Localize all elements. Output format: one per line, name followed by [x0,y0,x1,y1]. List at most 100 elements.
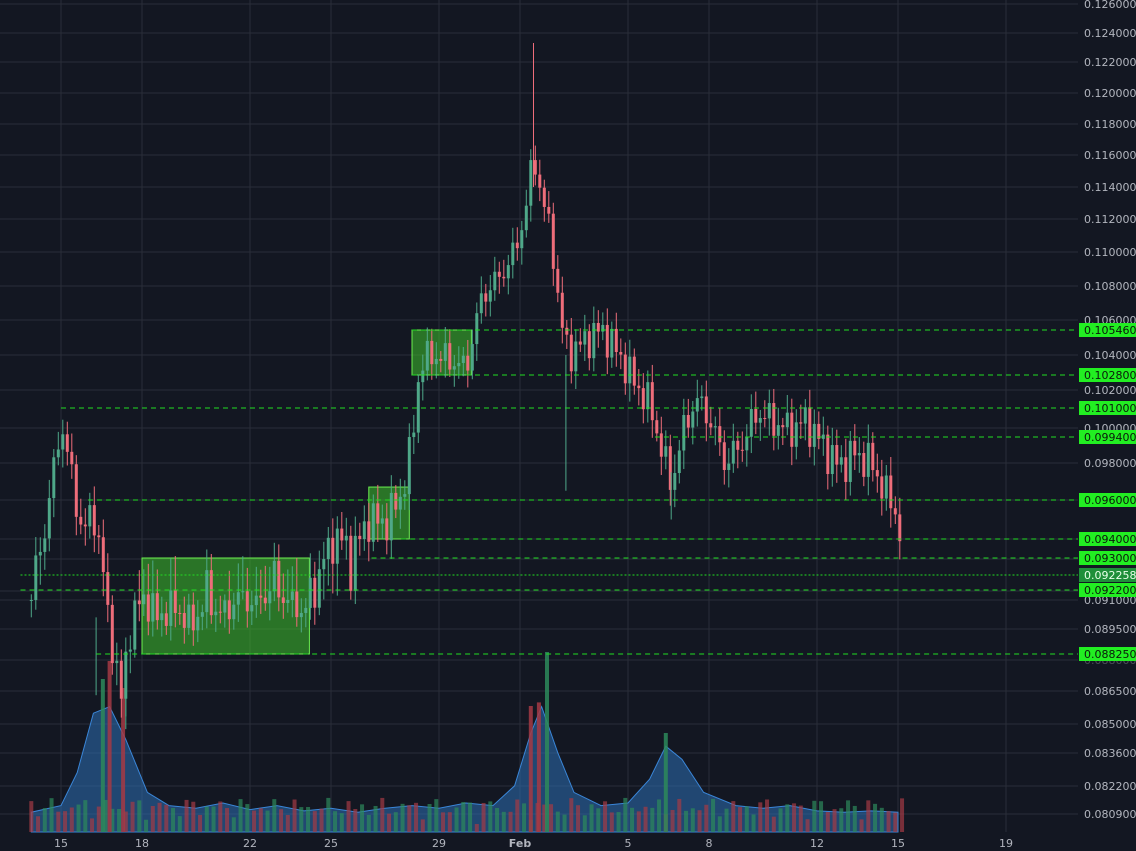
candle-body [862,453,866,477]
price-tick-label: 0.116000 [1084,149,1136,162]
volume-bar [765,799,770,832]
volume-bar [427,803,432,832]
volume-bar [36,816,41,832]
candle-body [601,324,605,332]
time-tick-label: 25 [324,837,338,850]
volume-bar [704,804,709,832]
supply-demand-zone[interactable] [411,329,472,376]
volume-bar [650,807,655,832]
candle-body [646,382,650,410]
volume-bar [326,797,331,832]
candle-body [655,420,659,434]
candle-body [628,356,632,384]
candle-body [511,242,515,266]
price-tick-label: 0.120000 [1084,87,1136,100]
volume-bar [76,804,81,832]
time-tick-label: 15 [54,837,68,850]
time-tick-label: 18 [135,837,149,850]
level-label-box [1079,401,1136,415]
candle-body [227,600,231,620]
time-tick-label: 22 [243,837,257,850]
volume-bar [562,814,567,832]
candle-body [308,577,312,608]
candle-body [592,322,596,359]
candle-body [38,551,42,556]
candle-body [380,518,384,524]
candle-body [799,422,803,424]
price-tick-label: 0.110000 [1084,246,1136,259]
volume-bar [110,808,115,832]
volume-spike [107,661,112,832]
candle-body [623,354,627,384]
volume-bar [846,800,851,832]
candle-body [119,660,123,699]
supply-demand-zone[interactable] [368,486,410,540]
candle-body [191,604,195,631]
volume-bar [312,811,317,832]
candle-body [542,187,546,207]
time-tick-label: Feb [509,837,532,850]
candle-body [133,600,137,650]
candle-body [29,600,33,601]
volume-bar [83,800,88,832]
candle-layer [29,43,902,730]
volume-bar [501,811,506,832]
candle-body [223,600,227,613]
volume-bar [171,807,176,832]
candle-body [241,591,245,593]
volume-bar [488,801,493,832]
level-label-box [1079,323,1136,337]
candle-body [722,442,726,470]
volume-bar [164,804,169,832]
level-label: 0.099400 [1084,431,1136,444]
candle-body [844,457,848,482]
candle-body [385,518,389,541]
candle-body [43,538,47,552]
candle-body [515,242,519,249]
candle-body [268,591,272,604]
volume-bar [420,819,425,832]
candle-body [533,160,537,175]
candle-body [137,600,141,605]
volume-bar [144,819,149,832]
volume-bar [265,810,270,832]
volume-bar [29,801,34,832]
candle-body [731,440,735,464]
candle-body [893,508,897,515]
candle-body [826,434,830,475]
candle-body [776,425,780,436]
candle-body [740,449,744,451]
volume-bar [306,806,311,832]
volume-bar [103,799,108,832]
price-tick-label: 0.098000 [1084,457,1136,470]
level-label-box [1079,568,1136,582]
price-tick-label: 0.122000 [1084,56,1136,69]
candle-body [835,445,839,465]
price-tick-label: 0.083600 [1084,747,1136,760]
candle-body [250,605,254,612]
level-lines [20,329,1078,655]
volume-bar [879,807,884,832]
volume-bar [522,803,527,832]
time-axis[interactable]: 15 18 22 25 29 Feb 5 8 12 15 19 [54,837,1013,850]
candle-body [182,613,186,628]
candle-body [106,572,110,605]
volume-bar [643,806,648,832]
level-label-box [1079,551,1136,565]
volume-bar [798,805,803,832]
volume-bar [204,806,209,832]
volume-bar [56,811,61,832]
candle-body [596,322,600,332]
level-label: 0.096000 [1084,494,1136,507]
time-tick-label: 19 [999,837,1013,850]
candle-body [209,570,213,616]
candle-body [790,412,794,447]
price-axis[interactable]: 0.126000 0.124000 0.122000 0.120000 0.118000… [1079,0,1136,821]
candle-body [47,498,51,539]
volume-bar [731,801,736,832]
price-tick-label: 0.091000 [1084,594,1136,607]
volume-bar [636,811,641,832]
candle-body [146,594,150,622]
volume-bar [447,812,452,832]
